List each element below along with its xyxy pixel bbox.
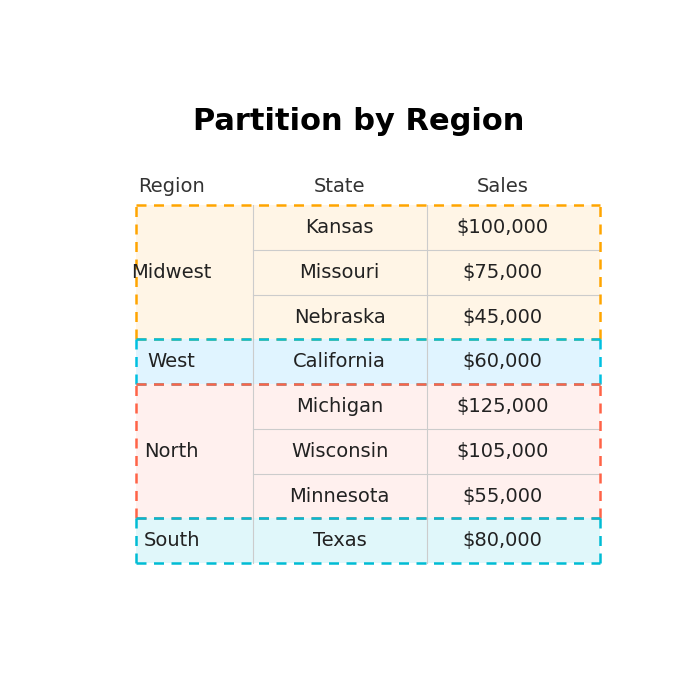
Text: Partition by Region: Partition by Region	[193, 107, 524, 136]
Text: State: State	[314, 177, 365, 196]
Bar	[136, 384, 600, 519]
Text: South: South	[144, 531, 200, 550]
Text: $100,000: $100,000	[456, 218, 549, 237]
Text: $60,000: $60,000	[463, 352, 542, 372]
Text: California: California	[293, 352, 386, 372]
Text: North: North	[144, 442, 199, 461]
Text: Kansas: Kansas	[305, 218, 374, 237]
Text: $75,000: $75,000	[463, 263, 542, 282]
Bar	[136, 205, 600, 340]
Text: $105,000: $105,000	[456, 442, 549, 461]
Text: Texas: Texas	[313, 531, 367, 550]
Text: West: West	[148, 352, 195, 372]
Text: Midwest: Midwest	[132, 263, 212, 282]
Text: $55,000: $55,000	[463, 486, 542, 505]
Text: Missouri: Missouri	[300, 263, 380, 282]
Text: $125,000: $125,000	[456, 397, 549, 416]
Bar	[136, 340, 600, 384]
Text: Sales: Sales	[477, 177, 528, 196]
Bar	[136, 519, 600, 564]
Text: Nebraska: Nebraska	[294, 307, 386, 327]
Text: $80,000: $80,000	[463, 531, 542, 550]
Text: $45,000: $45,000	[463, 307, 542, 327]
Text: Wisconsin: Wisconsin	[291, 442, 389, 461]
Text: Region: Region	[138, 177, 205, 196]
Text: Michigan: Michigan	[296, 397, 384, 416]
Text: Minnesota: Minnesota	[290, 486, 390, 505]
